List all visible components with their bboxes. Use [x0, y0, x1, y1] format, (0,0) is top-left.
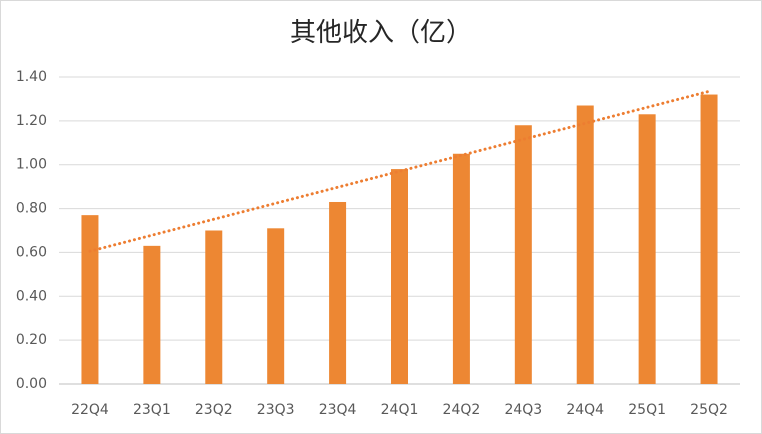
x-tick-label: 24Q3 [504, 402, 542, 418]
y-tick-label: 1.40 [16, 69, 47, 85]
y-tick-label: 1.20 [16, 113, 47, 129]
bar [267, 228, 285, 384]
bar [329, 201, 347, 384]
y-tick-label: 0.40 [16, 288, 47, 304]
x-tick-label: 23Q4 [319, 402, 357, 418]
x-tick-label: 23Q3 [257, 402, 295, 418]
x-tick-label: 25Q2 [690, 402, 728, 418]
bar [638, 114, 656, 385]
bar [81, 215, 99, 384]
bar [391, 169, 408, 384]
x-tick-label: 23Q1 [133, 402, 171, 418]
bar [205, 230, 223, 384]
x-tick-label: 24Q4 [566, 402, 604, 418]
x-tick-label: 24Q1 [381, 402, 419, 418]
x-tick-label: 25Q1 [628, 402, 666, 418]
y-tick-label: 0.20 [16, 332, 47, 348]
x-tick-label: 24Q2 [443, 402, 481, 418]
bar [143, 245, 161, 384]
y-tick-label: 0.80 [16, 201, 47, 217]
chart-title: 其他收入（亿） [290, 18, 472, 48]
bar [576, 105, 594, 384]
x-tick-label: 23Q2 [195, 402, 233, 418]
x-tick-label: 22Q4 [71, 402, 109, 418]
bar [514, 125, 532, 384]
y-tick-label: 0.60 [16, 244, 47, 260]
bar [452, 153, 470, 384]
trendline [88, 89, 711, 253]
bar [700, 94, 718, 385]
y-tick-label: 1.00 [16, 157, 47, 173]
y-tick-label: 0.00 [16, 376, 47, 392]
